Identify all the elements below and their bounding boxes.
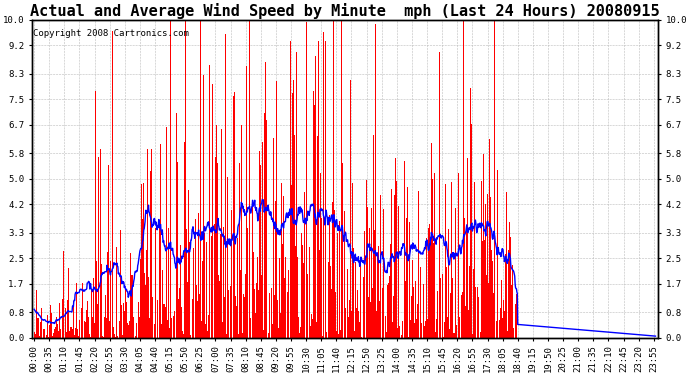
Title: Actual and Average Wind Speed by Minute  mph (Last 24 Hours) 20080915: Actual and Average Wind Speed by Minute … <box>30 3 660 19</box>
Text: Copyright 2008 Cartronics.com: Copyright 2008 Cartronics.com <box>32 30 188 39</box>
